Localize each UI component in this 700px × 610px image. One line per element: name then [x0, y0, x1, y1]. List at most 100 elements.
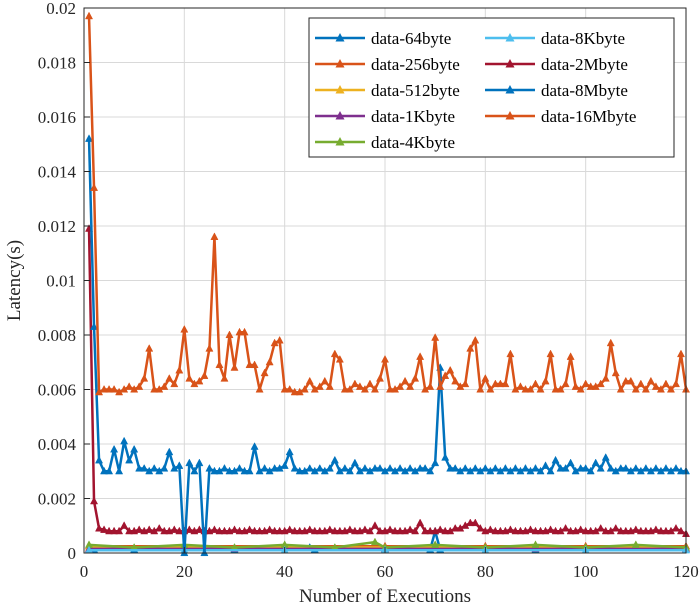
data-point — [521, 463, 530, 472]
legend-marker — [335, 33, 345, 42]
data-point — [320, 376, 329, 385]
data-point — [120, 521, 129, 529]
data-point — [130, 444, 139, 453]
data-point — [641, 384, 650, 393]
data-point — [441, 453, 450, 461]
data-point — [335, 354, 344, 363]
y-tick-label: 0.004 — [38, 435, 77, 454]
data-point — [516, 526, 525, 535]
data-point — [536, 526, 545, 535]
data-point — [496, 379, 505, 388]
data-point — [200, 371, 209, 379]
legend-entry: data-2Mbyte — [485, 55, 628, 74]
legend-box — [308, 17, 675, 158]
data-point — [391, 526, 400, 535]
data-point — [195, 458, 204, 467]
data-point — [396, 526, 405, 535]
data-point — [160, 463, 169, 472]
data-point — [185, 458, 194, 467]
data-point — [421, 463, 430, 472]
x-tick-label: 60 — [377, 562, 394, 581]
data-point — [110, 526, 119, 535]
data-point — [135, 382, 144, 390]
data-point — [145, 525, 154, 533]
data-point — [90, 496, 99, 505]
data-point — [526, 384, 535, 393]
data-point — [260, 463, 269, 472]
data-point — [365, 379, 374, 388]
data-point — [536, 384, 545, 393]
data-point — [406, 382, 415, 390]
legend-label: data-16Mbyte — [541, 107, 636, 126]
data-point — [305, 525, 314, 533]
data-point — [110, 384, 119, 393]
data-point — [355, 382, 364, 390]
data-point — [396, 463, 405, 472]
data-point — [255, 384, 264, 393]
data-point — [345, 466, 354, 475]
x-tick-label: 20 — [176, 562, 193, 581]
data-point — [280, 384, 289, 393]
data-point — [466, 518, 475, 527]
data-point — [90, 322, 99, 330]
data-point — [250, 526, 259, 535]
data-point — [671, 523, 680, 532]
data-point — [90, 183, 99, 191]
data-point — [541, 376, 550, 385]
data-point — [416, 463, 425, 472]
data-point — [210, 232, 219, 240]
data-point — [290, 387, 299, 396]
data-point — [651, 382, 660, 390]
data-point — [596, 463, 605, 472]
data-point — [441, 371, 450, 379]
data-point — [631, 463, 640, 472]
data-point — [280, 461, 289, 469]
data-point — [315, 382, 324, 390]
data-point — [270, 526, 279, 535]
data-point — [110, 444, 119, 453]
data-point — [576, 384, 585, 393]
data-point — [225, 330, 234, 339]
data-point — [205, 463, 214, 472]
data-point — [656, 526, 665, 535]
data-point — [275, 335, 284, 344]
data-point — [165, 447, 174, 456]
data-point — [220, 374, 229, 382]
data-point — [295, 526, 304, 535]
data-point — [100, 466, 109, 475]
legend-marker — [505, 85, 515, 94]
data-point — [566, 458, 575, 467]
data-point — [380, 354, 390, 363]
legend-entry: data-16Mbyte — [485, 107, 636, 126]
data-point — [451, 463, 460, 472]
data-point — [95, 455, 104, 464]
data-point — [566, 526, 575, 535]
data-point — [135, 525, 144, 533]
data-point — [275, 526, 284, 535]
y-tick-label: 0.002 — [38, 490, 76, 509]
data-point — [230, 363, 239, 371]
data-point — [621, 376, 630, 385]
data-point — [345, 525, 354, 533]
data-point — [175, 526, 184, 535]
data-point — [340, 384, 349, 393]
data-point — [180, 325, 189, 333]
data-point — [100, 384, 109, 393]
data-point — [235, 526, 244, 535]
data-point — [115, 466, 124, 475]
data-point — [125, 526, 134, 535]
x-tick-label: 120 — [673, 562, 699, 581]
legend-marker — [335, 85, 345, 94]
legend-entry: data-64byte — [315, 29, 451, 48]
data-point — [250, 360, 259, 369]
data-point — [586, 526, 595, 535]
data-point — [335, 526, 344, 535]
data-point — [616, 526, 625, 535]
data-point — [240, 327, 249, 336]
data-point — [100, 525, 109, 533]
data-point — [431, 333, 440, 341]
data-point — [546, 349, 555, 358]
data-point — [235, 327, 244, 336]
data-point — [661, 379, 670, 388]
legend-label: data-64byte — [371, 29, 451, 48]
